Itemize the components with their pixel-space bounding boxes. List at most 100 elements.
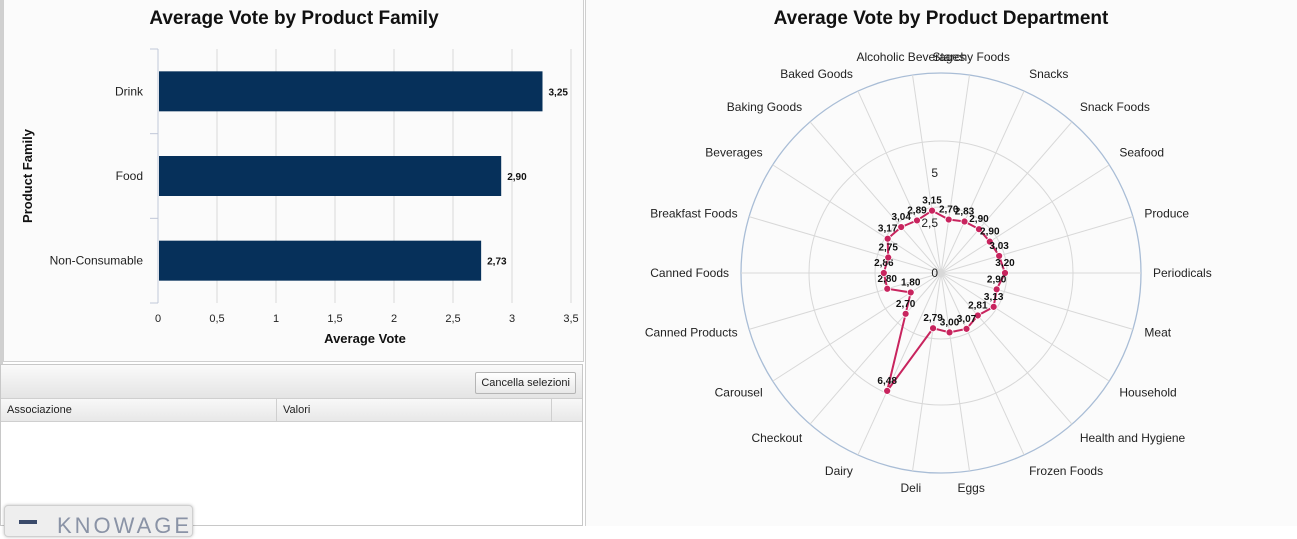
left-border [0, 0, 3, 526]
radar-data-label: 2,81 [968, 300, 988, 311]
x-tick-label: 2,5 [445, 313, 460, 325]
radar-category-label: Periodicals [1153, 266, 1212, 280]
radar-data-label: 1,80 [901, 277, 921, 288]
radar-data-label: 3,15 [922, 196, 942, 207]
radar-point[interactable] [973, 311, 982, 320]
bar[interactable] [159, 240, 482, 281]
radar-point[interactable] [962, 324, 971, 333]
radar-point[interactable] [913, 216, 921, 225]
radar-spoke [940, 90, 1025, 274]
x-tick-label: 1 [273, 313, 279, 325]
radar-category-label: Beverages [705, 145, 762, 159]
radar-spoke [940, 272, 1110, 382]
x-tick-label: 3,5 [563, 313, 578, 325]
selections-toolbar: Cancella selezioni [1, 365, 582, 399]
radar-spoke [940, 216, 1134, 274]
radar-spoke [912, 74, 942, 274]
radar-data-label: 3,13 [984, 292, 1004, 303]
column-header-spacer [552, 399, 582, 421]
radar-data-label: 2,79 [923, 313, 943, 324]
radar-point[interactable] [985, 237, 994, 246]
radar-point[interactable] [992, 285, 1001, 294]
x-tick-label: 1,5 [327, 313, 342, 325]
radar-data-label: 2,90 [980, 227, 1000, 238]
radar-data-label: 3,20 [995, 258, 1015, 269]
radar-category-label: Meat [1144, 326, 1171, 340]
column-header-associazione[interactable]: Associazione [1, 399, 277, 421]
logo-text: KNOWAGE [57, 513, 193, 538]
radar-point[interactable] [884, 253, 893, 262]
radar-data-label: 2,70 [939, 205, 959, 216]
radar-point[interactable] [897, 223, 906, 231]
radar-spoke [940, 272, 1134, 330]
radar-category-label: Seafood [1119, 145, 1164, 159]
radar-spoke [912, 272, 942, 472]
radar-category-label: Frozen Foods [1029, 464, 1103, 478]
radar-point[interactable] [906, 288, 915, 297]
radar-point[interactable] [944, 215, 953, 224]
x-tick-label: 3 [509, 313, 515, 325]
radar-category-label: Starchy Foods [932, 50, 1009, 64]
y-tick-label: Non-Consumable [50, 254, 144, 268]
column-header-valori[interactable]: Valori [277, 399, 552, 421]
bar-chart-ticks: 0 0,5 1 1,5 2 2,5 3 3,5 Drink Food Non-Consumable [50, 84, 579, 325]
radar-data-label: 3,00 [940, 317, 960, 328]
radar-category-label: Breakfast Foods [650, 206, 737, 220]
radar-spoke [772, 164, 942, 274]
radar-spoke [940, 272, 1073, 425]
radar-point[interactable] [945, 328, 954, 337]
radar-category-label: Snacks [1029, 67, 1068, 81]
radar-category-label: Snack Foods [1080, 100, 1150, 114]
radial-tick-label: 5 [931, 166, 938, 180]
y-tick-label: Food [116, 169, 143, 183]
radar-data-label: 2,75 [878, 243, 898, 254]
selections-panel: Cancella selezioni Associazione Valori [0, 364, 583, 526]
radar-data-label: 2,89 [907, 205, 927, 216]
knowage-logo[interactable]: KNOWAGE [4, 505, 193, 538]
bar[interactable] [159, 71, 543, 112]
radar-spoke [748, 216, 942, 274]
selections-grid-header: Associazione Valori [1, 399, 582, 422]
radar-point[interactable] [960, 217, 969, 226]
radar-point[interactable] [883, 386, 892, 395]
radar-point[interactable] [879, 269, 888, 277]
radar-category-label: Baked Goods [780, 67, 853, 81]
radar-data-label: 2,90 [969, 214, 989, 225]
radar-category-label: Canned Foods [650, 266, 729, 280]
radar-point[interactable] [1001, 269, 1009, 277]
bar-chart-x-axis-title: Average Vote [324, 331, 406, 346]
radar-category-label: Produce [1144, 206, 1189, 220]
radar-point[interactable] [989, 302, 998, 311]
clear-selections-button[interactable]: Cancella selezioni [475, 372, 576, 394]
x-tick-label: 2 [391, 313, 397, 325]
radar-data-label: 6,48 [877, 376, 897, 387]
radar-point[interactable] [928, 206, 936, 215]
x-tick-label: 0,5 [209, 313, 224, 325]
radar-category-label: Household [1119, 386, 1176, 400]
bar-chart: Average Vote by Product Family Product F… [20, 8, 579, 346]
radar-category-label: Dairy [825, 464, 853, 478]
radar-category-label: Deli [900, 481, 921, 495]
radar-point[interactable] [929, 324, 937, 333]
radar-category-label: Health and Hygiene [1080, 431, 1186, 445]
radar-point[interactable] [901, 309, 910, 318]
bar-data-label: 3,25 [549, 87, 569, 98]
y-tick-label: Drink [115, 84, 144, 98]
radar-point[interactable] [883, 284, 892, 293]
bar-chart-title: Average Vote by Product Family [149, 8, 439, 29]
bar-data-label: 2,90 [507, 172, 527, 183]
menu-icon [19, 520, 37, 524]
radar-point[interactable] [995, 252, 1004, 260]
bar-chart-bars: 3,25 2,90 2,73 [159, 71, 569, 281]
radar-chart-series: 2,702,832,902,903,033,202,903,132,813,07… [874, 196, 1015, 395]
radar-category-label: Carousel [715, 386, 763, 400]
radar-data-label: 2,90 [987, 274, 1007, 285]
bar-chart-y-axis-title: Product Family [20, 128, 35, 223]
radar-point[interactable] [975, 225, 983, 234]
bar[interactable] [159, 156, 502, 196]
radar-chart: Average Vote by Product Department 02,55… [645, 8, 1212, 495]
radar-chart-grid: 02,55 [740, 72, 1142, 474]
radar-data-label: 2,80 [878, 274, 898, 285]
radar-category-label: Baking Goods [727, 100, 802, 114]
radar-point[interactable] [883, 234, 892, 243]
